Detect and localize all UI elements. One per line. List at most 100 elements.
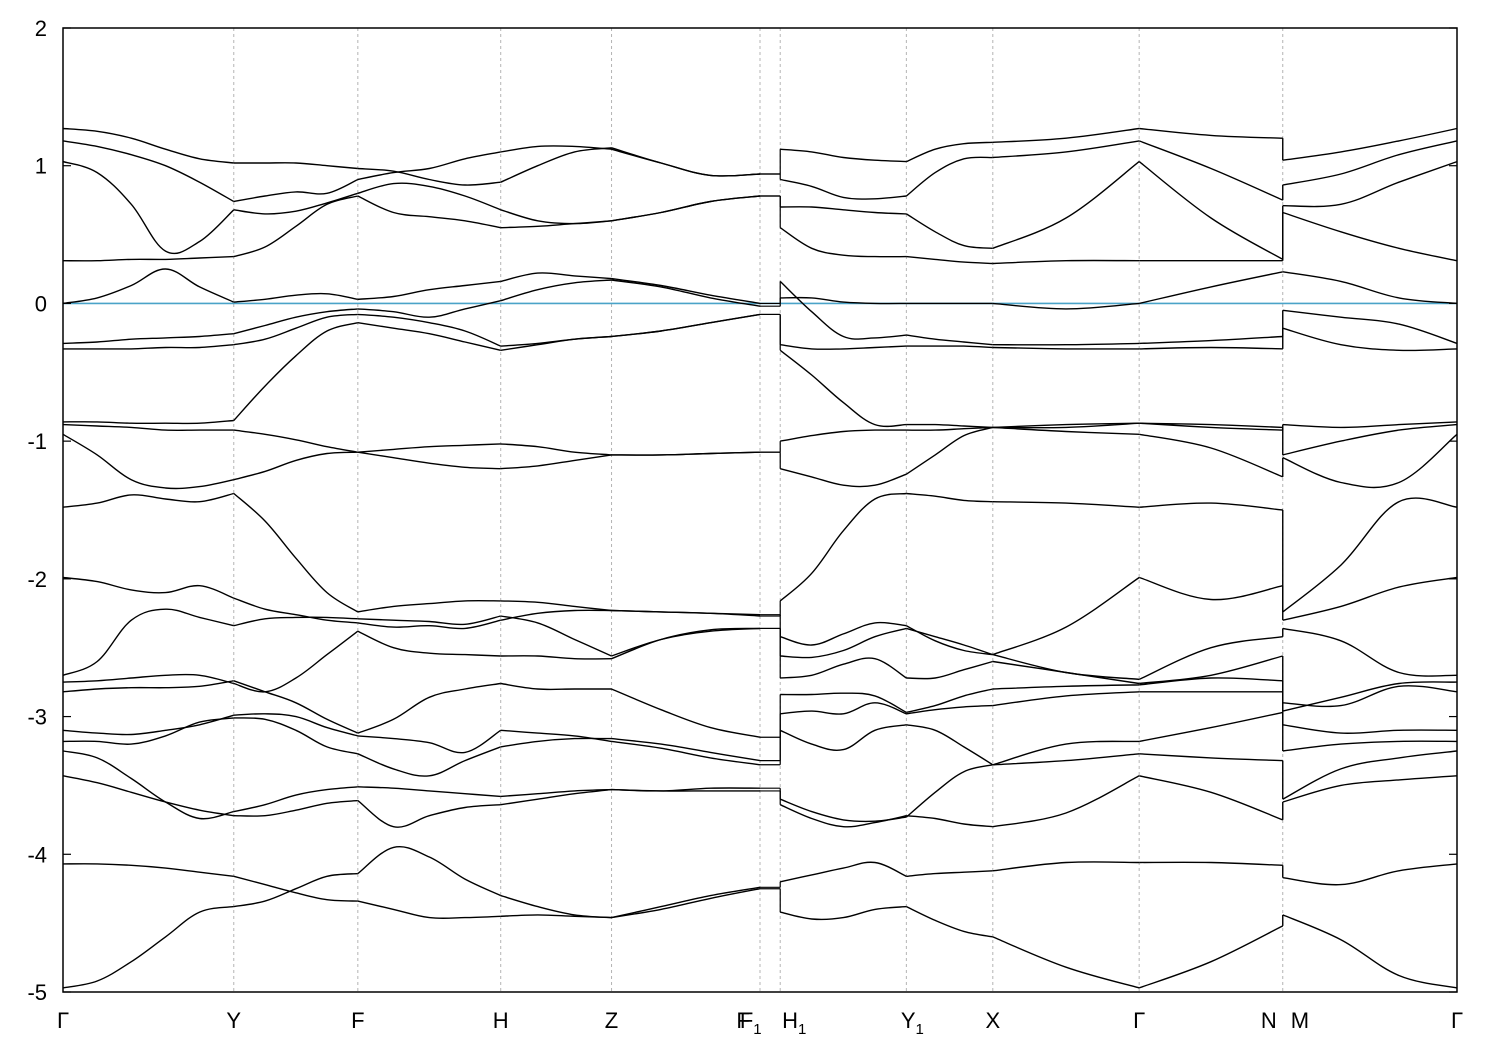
band-line: [611, 688, 761, 738]
x-axis-ticks: Γ Y F H Z FF1 H1 Y1 X Γ N M Γ: [57, 1008, 1463, 1038]
band-line: [233, 162, 358, 170]
band-line: [1282, 627, 1458, 677]
y-tick-label: 1: [35, 154, 47, 179]
band-line: [233, 292, 358, 303]
band-line: [500, 914, 612, 919]
band-line: [62, 433, 234, 490]
band-line: [906, 704, 993, 715]
band-line: [500, 272, 612, 283]
band-line: [1282, 740, 1458, 752]
band-line: [905, 764, 993, 818]
band-line: [992, 140, 1140, 159]
band-line: [1139, 753, 1283, 762]
band-line: [1282, 127, 1458, 161]
y-tick-label: -5: [27, 980, 47, 1005]
band-line: [357, 451, 501, 470]
band-line: [62, 576, 235, 599]
band-line: [233, 786, 358, 813]
band-line: [611, 147, 761, 177]
band-line: [611, 737, 761, 762]
band-line: [779, 349, 907, 428]
band-line: [992, 691, 1140, 707]
band-line: [906, 492, 993, 503]
band-line: [906, 660, 993, 680]
band-lines: [62, 127, 1458, 989]
band-line: [906, 426, 993, 475]
band-line: [992, 576, 1140, 656]
band-line: [780, 657, 907, 679]
band-line: [233, 713, 358, 737]
band-line: [62, 419, 234, 425]
band-line: [233, 192, 359, 215]
band-line: [611, 787, 761, 792]
band-line: [357, 619, 501, 630]
band-line: [611, 279, 761, 307]
band-line: [1139, 861, 1283, 866]
band-line: [62, 344, 234, 350]
x-tick-label: M: [1291, 1008, 1309, 1033]
band-line: [611, 627, 761, 660]
x-tick-label: Y: [226, 1008, 241, 1033]
band-line: [62, 140, 235, 203]
band-line: [62, 775, 234, 817]
band-line: [62, 673, 234, 685]
band-line: [62, 750, 234, 820]
x-tick-label: N: [1261, 1008, 1277, 1033]
band-line: [357, 195, 501, 229]
band-line: [611, 888, 761, 919]
band-line: [779, 724, 907, 751]
band-line: [357, 151, 501, 181]
band-line: [1139, 433, 1284, 478]
band-line: [500, 335, 612, 347]
band-line: [992, 346, 1140, 350]
band-line: [906, 423, 993, 429]
band-line: [500, 145, 612, 153]
band-line: [500, 147, 612, 183]
y-axis-ticks: 2 1 0 -1 -2 -3 -4 -5: [27, 16, 1457, 1005]
band-line: [992, 259, 1140, 265]
band-line: [357, 443, 501, 453]
band-line: [1282, 681, 1458, 712]
y-tick-label: -4: [27, 842, 47, 867]
band-line: [1139, 677, 1283, 686]
band-line: [906, 688, 993, 714]
band-line: [992, 936, 1140, 989]
band-line: [780, 206, 907, 215]
band-line: [62, 905, 234, 989]
band-line: [357, 300, 501, 318]
band-line: [233, 597, 358, 624]
band-line: [992, 422, 1140, 429]
band-line: [500, 894, 612, 919]
band-line: [1139, 271, 1283, 305]
band-line: [992, 684, 1140, 690]
band-line: [500, 655, 612, 660]
band-line: [992, 653, 1140, 681]
band-line: [62, 423, 234, 432]
band-line: [1139, 655, 1283, 685]
band-line: [357, 599, 501, 613]
band-line: [780, 468, 907, 488]
band-line: [905, 156, 993, 197]
band-line: [992, 302, 1140, 310]
band-line: [233, 680, 359, 734]
band-line: [906, 815, 993, 828]
band-line: [611, 195, 761, 222]
band-line: [906, 334, 993, 346]
band-line: [500, 615, 612, 657]
band-line: [233, 308, 358, 335]
band-line: [611, 740, 761, 766]
band-line: [62, 714, 234, 736]
band-line: [233, 616, 358, 627]
band-line: [233, 178, 359, 203]
band-line: [357, 280, 501, 300]
band-line: [1282, 309, 1458, 345]
band-line: [611, 451, 761, 456]
band-line: [1139, 711, 1283, 743]
band-line: [992, 422, 1140, 429]
band-line: [500, 454, 612, 470]
band-line: [1139, 346, 1283, 350]
band-line: [357, 682, 501, 734]
y-tick-label: 2: [35, 16, 47, 41]
band-line: [992, 161, 1140, 249]
